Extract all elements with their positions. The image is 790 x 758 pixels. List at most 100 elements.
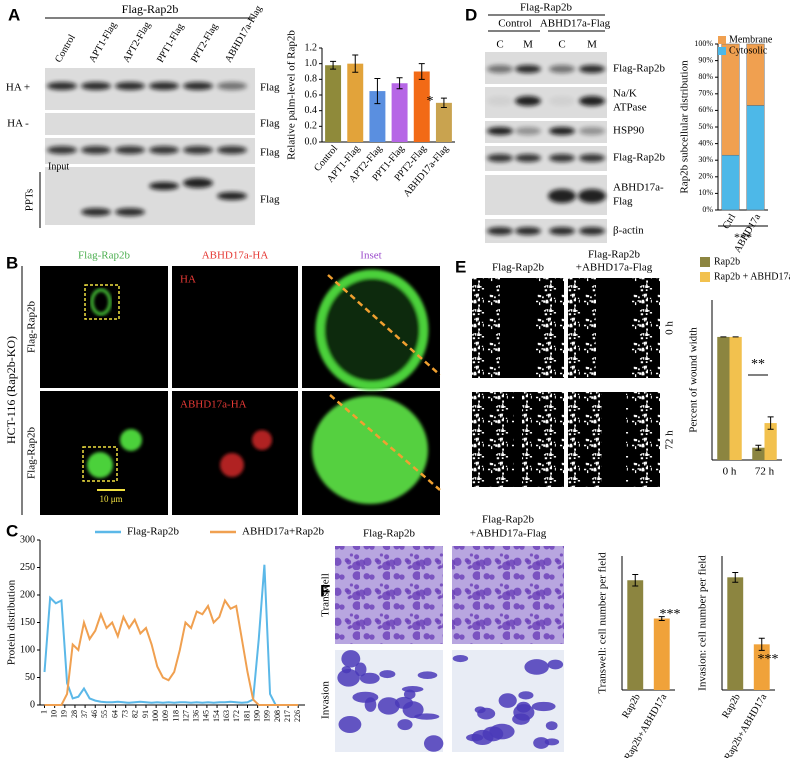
x-tick-label: Ctrl xyxy=(721,212,738,231)
blot-band xyxy=(487,154,513,162)
column-title: +ABHD17a-Flag xyxy=(470,528,547,540)
x-tick-label: 172 xyxy=(232,710,241,722)
cell xyxy=(545,721,558,731)
blot-tag: Flag xyxy=(260,118,280,130)
construct-label: Flag-Rap2b xyxy=(122,2,179,16)
x-tick-label: 19 xyxy=(60,710,69,718)
y-tick-label: 30% xyxy=(698,155,713,164)
annotation: *** xyxy=(660,607,681,622)
y-axis-label: Transwell: cell number per field xyxy=(597,552,609,694)
blot-band xyxy=(579,154,605,162)
error-bar xyxy=(632,574,639,587)
error-bar xyxy=(732,571,739,583)
panel-letter: B xyxy=(6,253,18,272)
y-tick-label: 200 xyxy=(20,589,35,600)
line-scan xyxy=(329,394,441,491)
legend-label: Flag-Rap2b xyxy=(127,526,179,538)
x-tick-label: 217 xyxy=(283,710,292,722)
cell xyxy=(352,691,379,703)
x-tick-label: Rap2b xyxy=(620,692,643,720)
cell xyxy=(252,430,272,450)
y-tick-label: 70% xyxy=(698,89,713,98)
error-bar xyxy=(767,416,774,430)
cell-line-label: HCT-116 (Rap2b-KO) xyxy=(4,336,18,444)
blot-band xyxy=(183,178,213,188)
lane-label: PPT2-Flag xyxy=(189,22,220,65)
column-title: Inset xyxy=(360,250,381,262)
blot-strip xyxy=(45,113,255,135)
y-tick-label: 0.8 xyxy=(305,74,318,85)
column-title: Flag-Rap2b xyxy=(363,528,415,540)
panel-letter: E xyxy=(455,257,466,276)
blot-band xyxy=(515,154,541,162)
blot-band xyxy=(149,146,179,154)
marker-label: Flag-Rap2b xyxy=(613,63,665,75)
error-bar xyxy=(658,616,665,621)
cell xyxy=(220,453,244,477)
cell-texture xyxy=(522,392,564,487)
x-tick-label: 46 xyxy=(90,710,99,718)
column-title: Flag-Rap2b xyxy=(482,514,534,526)
y-tick-label: 1.2 xyxy=(305,42,318,53)
error-bar xyxy=(418,63,425,80)
y-tick-label: 0.4 xyxy=(305,105,318,116)
error-bar xyxy=(755,444,762,451)
bar xyxy=(369,91,386,142)
legend-label: Rap2b + ABHD17a xyxy=(714,271,790,282)
blot-band xyxy=(183,82,213,90)
cell-texture xyxy=(626,392,660,487)
row-label: Invasion xyxy=(320,681,332,719)
blot-band xyxy=(487,96,513,106)
cell xyxy=(401,686,424,693)
blot-band xyxy=(149,182,179,190)
blot-band xyxy=(579,127,605,135)
blot-band xyxy=(515,96,541,106)
panel-image xyxy=(172,391,298,515)
bar xyxy=(753,644,770,690)
marker-label: Flag xyxy=(613,196,633,208)
column-title: +ABHD17a-Flag xyxy=(576,262,653,274)
lane-label: ABHD17a-Flag xyxy=(223,4,264,65)
marker-label: ABHD17a- xyxy=(613,182,664,194)
cell-texture xyxy=(472,278,500,378)
cell xyxy=(120,429,142,451)
x-tick-label: 0 h xyxy=(723,466,737,478)
cell-texture xyxy=(568,392,602,487)
line-scan xyxy=(327,274,441,376)
cell xyxy=(377,697,400,715)
column-title: Flag-Rap2b xyxy=(492,262,544,274)
error-bar xyxy=(374,78,381,105)
blot-band xyxy=(515,127,541,135)
marker-label: Na/K xyxy=(613,88,637,100)
blot-band xyxy=(217,192,247,200)
y-tick-label: 50% xyxy=(698,122,713,131)
legend-swatch xyxy=(700,257,710,267)
blot-strip xyxy=(485,121,607,143)
cell xyxy=(423,735,444,752)
cell xyxy=(544,738,560,746)
y-tick-label: 0.0 xyxy=(305,136,318,147)
x-tick-label: 136 xyxy=(192,710,201,722)
blot-tag: Flag xyxy=(260,147,280,159)
bar xyxy=(764,423,777,460)
error-bar xyxy=(352,54,359,73)
lane-label: PPT1-Flag xyxy=(155,22,186,65)
y-tick-label: 1.0 xyxy=(305,58,318,69)
row-label: Input xyxy=(48,161,69,172)
bar xyxy=(391,83,408,142)
y-axis-label: Protein distribution xyxy=(6,579,18,665)
annotation: ** xyxy=(751,357,765,372)
x-tick-label: 181 xyxy=(242,710,251,722)
channel-label: HA xyxy=(180,274,196,286)
bar xyxy=(627,580,644,690)
cell xyxy=(341,650,361,668)
bar xyxy=(347,63,364,142)
blot-band xyxy=(217,146,247,154)
bar xyxy=(653,618,670,690)
blot-band xyxy=(487,65,513,73)
construct-label: Flag-Rap2b xyxy=(520,2,572,14)
lane-label: Control xyxy=(53,32,78,64)
cell xyxy=(359,672,380,684)
bar xyxy=(727,577,744,690)
